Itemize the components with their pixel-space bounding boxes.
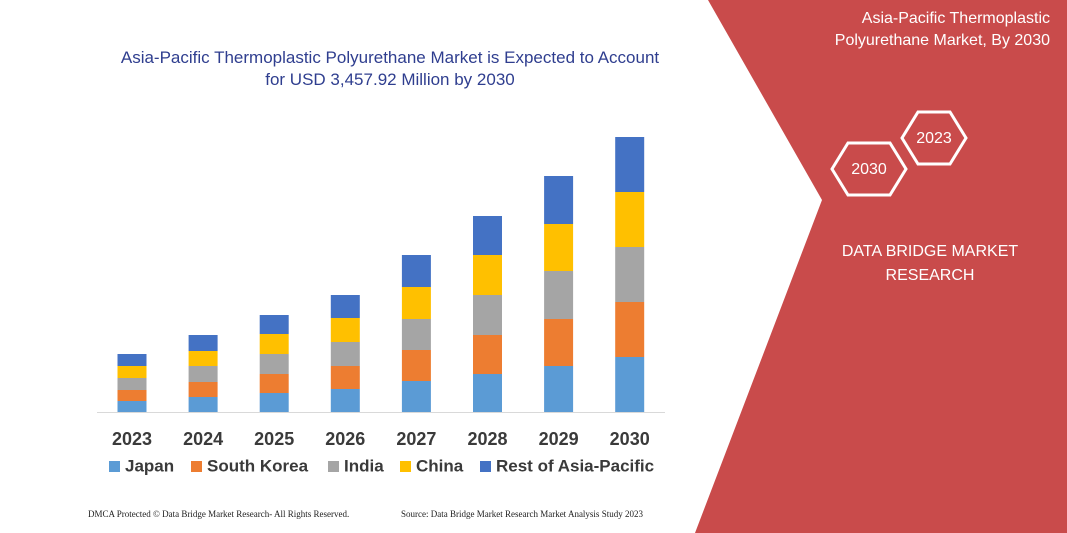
legend-label: Rest of Asia-Pacific [496,456,654,475]
x-tick-label: 2029 [539,429,579,449]
hex-label: 2023 [916,130,952,147]
title-box: Asia-Pacific Thermoplastic Polyurethane … [120,48,660,89]
bar-segment [544,224,574,271]
bar-segment [330,295,360,318]
bar-segment [188,335,218,351]
legend-label: China [416,456,464,475]
bar-segment [473,295,502,335]
bar-segment [259,374,289,393]
hexagon [900,110,968,166]
bar-segment [473,255,502,295]
bar-segment [188,382,218,397]
x-tick-label: 2024 [183,429,223,449]
bar-segment [615,137,645,192]
x-tick-label: 2023 [112,429,152,449]
chart-title: Asia-Pacific Thermoplastic Polyurethane … [120,48,660,89]
bar-segment [473,374,502,412]
footer-left: DMCA Protected © Data Bridge Market Rese… [88,509,349,519]
bar-segment [544,366,574,412]
brand: DATA BRIDGE MARKET RESEARCH [841,243,1019,284]
legend-label: South Korea [207,456,309,475]
bar-segment [544,176,574,224]
bar-segment [401,381,431,412]
bar-segment [117,401,147,412]
side-panel [695,0,1067,533]
brand-box: DATA BRIDGE MARKET RESEARCH [841,243,1019,284]
legend-swatch [480,461,491,472]
x-tick-label: 2030 [610,429,650,449]
legend-label: Japan [125,456,174,475]
x-tick-label: 2027 [396,429,436,449]
legend-swatch [109,461,120,472]
bar-segment [330,342,360,366]
x-tick-label: 2025 [254,429,294,449]
bar-segment [330,389,360,412]
legend-label: India [344,456,384,475]
bar-segment [259,393,289,412]
bar-segment [615,192,645,247]
bar-segment [401,350,431,381]
panel-title-box: Asia-Pacific Thermoplastic Polyurethane … [834,10,1050,49]
legend-swatch [328,461,339,472]
legend-swatch [400,461,411,472]
bar-segment [473,216,502,255]
bar-segment [401,319,431,350]
bar-segment [259,334,289,354]
bar-segment [615,302,645,357]
x-tick-label: 2028 [467,429,507,449]
x-tick-label: 2026 [325,429,365,449]
bar-segment [544,271,574,319]
bar-segment [117,366,147,378]
hex-label: 2030 [851,161,887,178]
bar-segment [401,255,431,287]
panel-title: Asia-Pacific Thermoplastic Polyurethane … [834,10,1050,49]
bar-segment [117,354,147,366]
bar-segment [188,366,218,382]
bar-segment [188,397,218,412]
bar-segment [330,366,360,389]
hexagon [830,141,908,197]
footer-right: Source: Data Bridge Market Research Mark… [401,509,643,519]
bar-segment [259,354,289,374]
bar-segment [117,378,147,390]
bar-segment [117,390,147,401]
bar-segment [330,318,360,342]
bar-segment [259,315,289,334]
bar-segment [473,335,502,374]
bar-segment [544,319,574,366]
bar-segment [188,351,218,366]
bar-segment [615,247,645,302]
bar-segment [615,357,645,412]
legend-swatch [191,461,202,472]
bar-segment [401,287,431,319]
